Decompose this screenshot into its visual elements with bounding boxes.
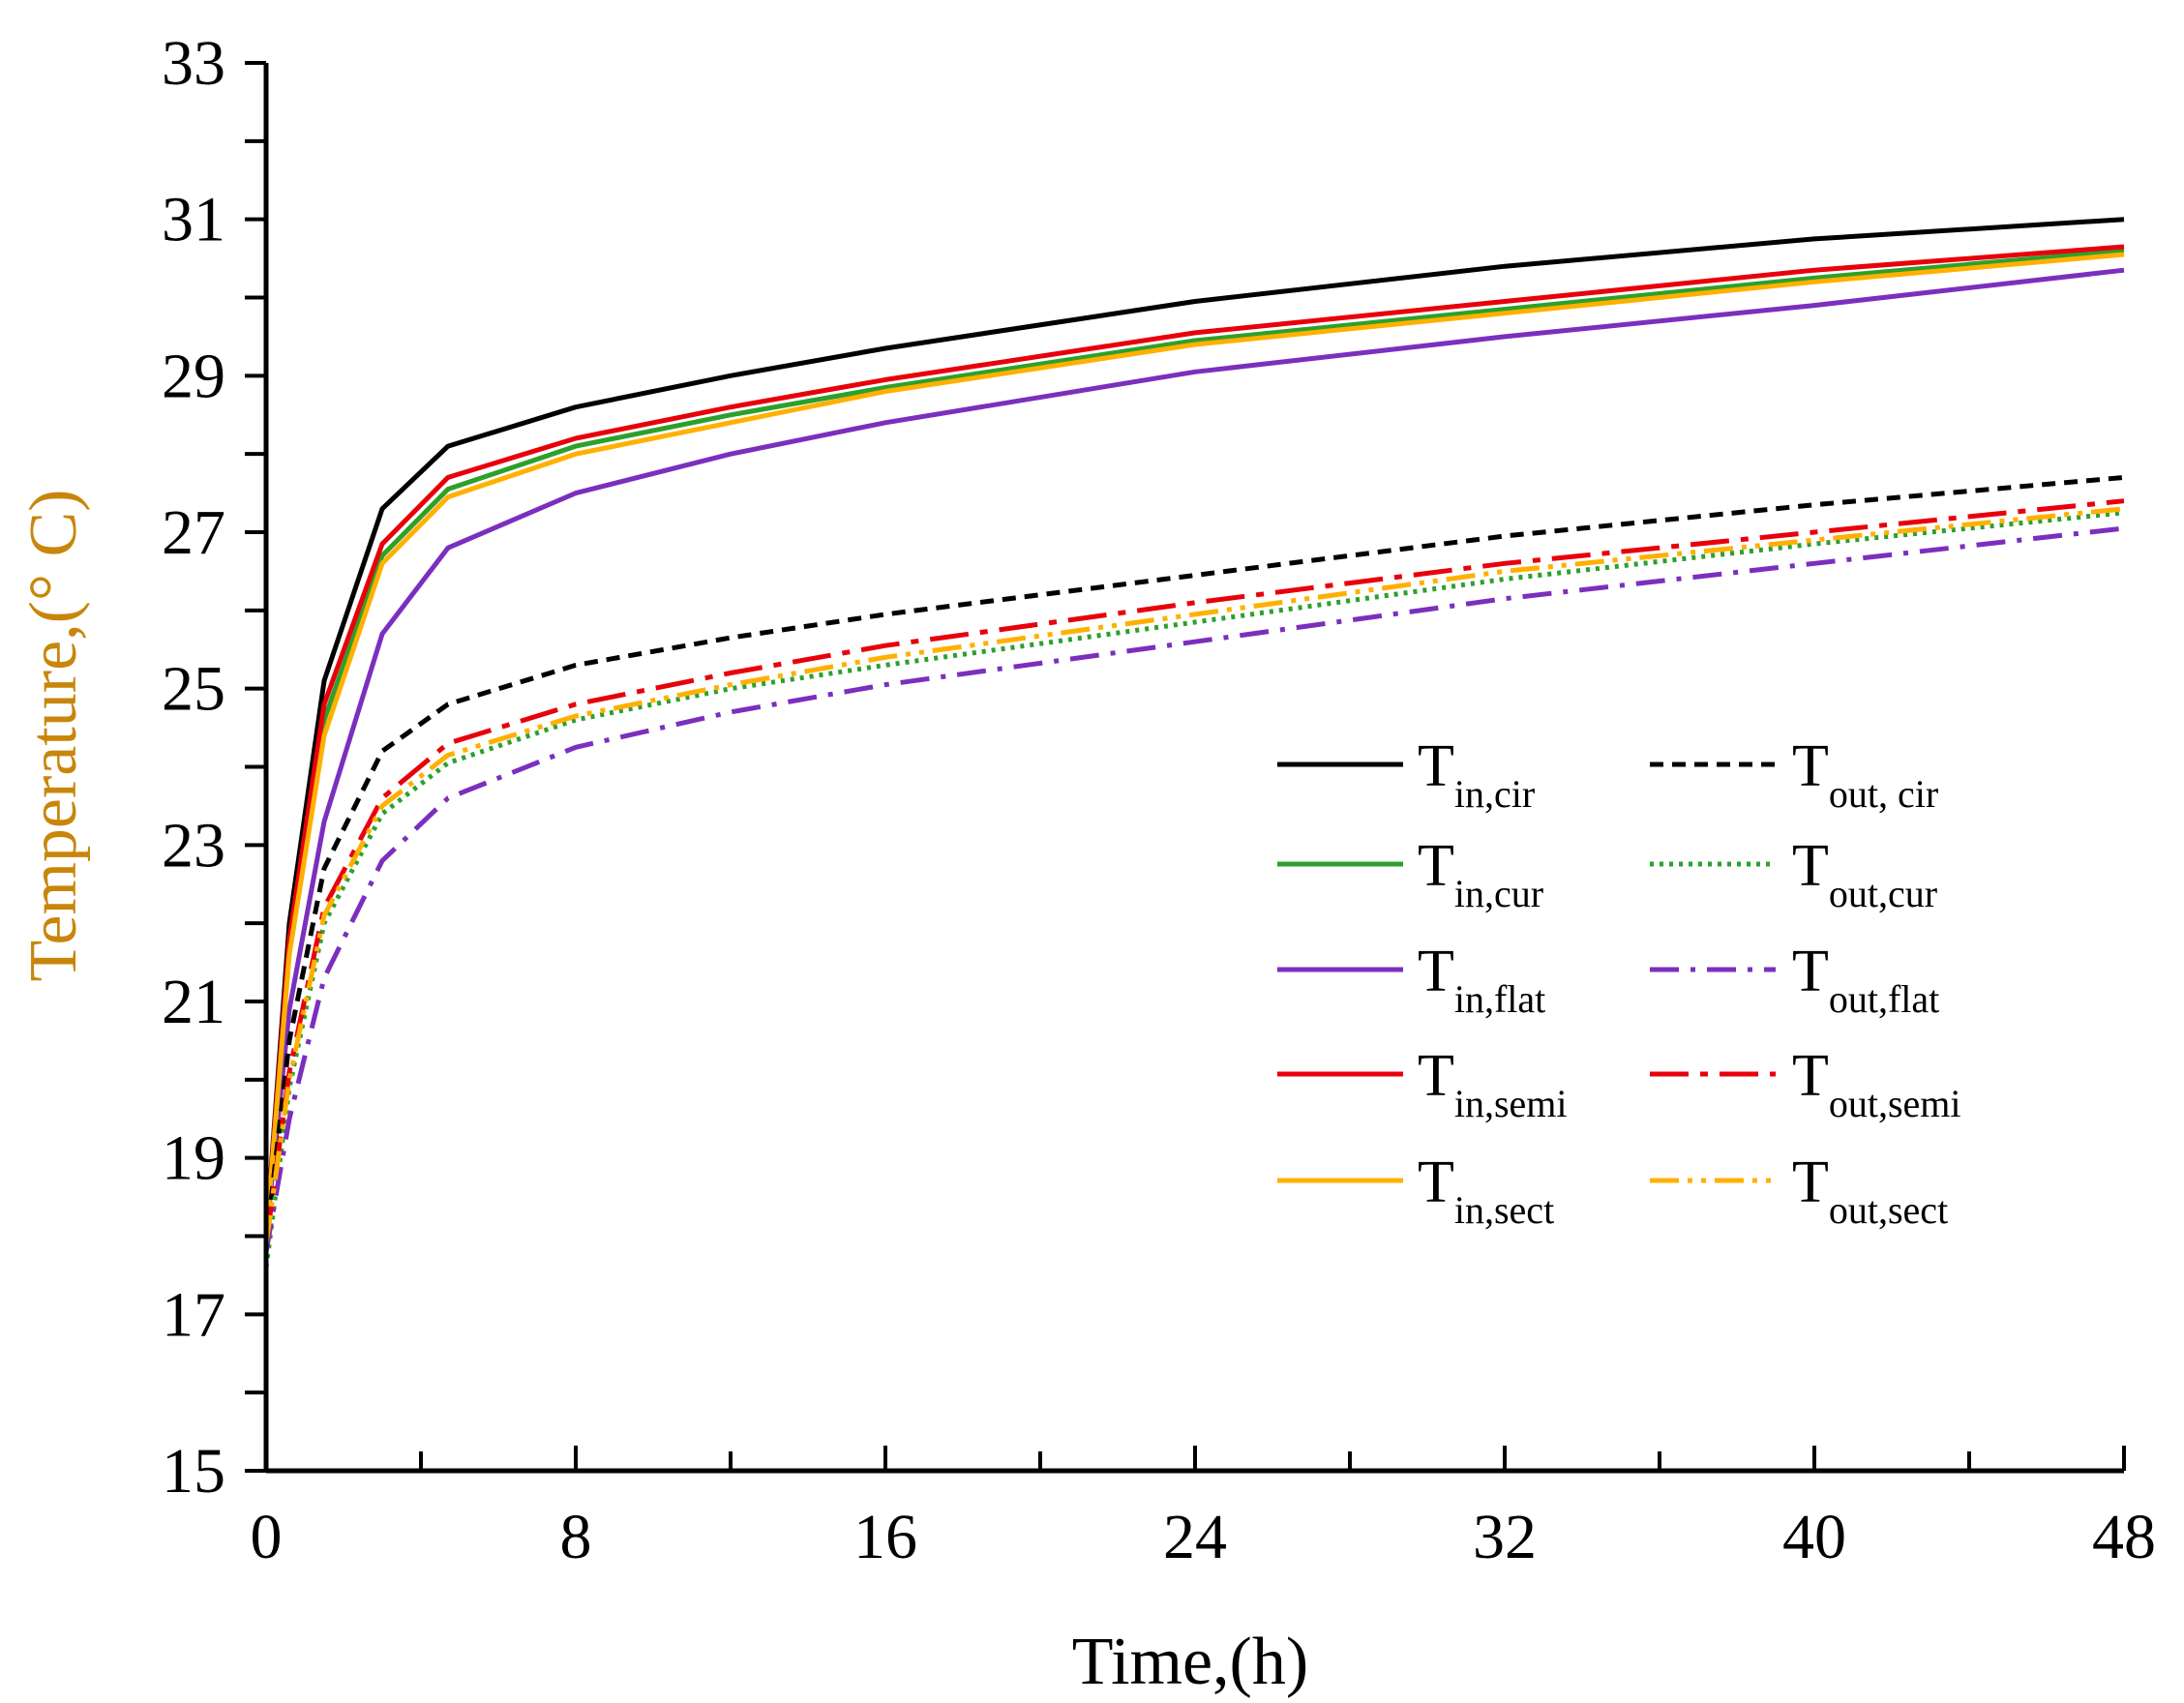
series-line-in-flat [263,267,2125,1237]
legend-label-subscript: in,cur [1454,872,1543,915]
legend-label: Tout,semi [1792,1043,1961,1125]
tick-labels: 15 17 19 21 23 25 27 29 31 33 0 8 16 24 32 40 48 [162,28,2156,1572]
x-axis-title: Time,(h) [1072,1625,1308,1699]
series-line-in-sect [263,252,2125,1237]
x-tick-label: 40 [1782,1502,1846,1572]
y-tick-label: 33 [162,28,225,99]
y-tick-label: 25 [162,654,225,725]
legend-label-subscript: out, cir [1829,772,1938,816]
y-tick-label: 27 [162,497,225,568]
x-tick-label: 48 [2092,1502,2156,1572]
series-line-out-cir [263,474,2125,1244]
y-tick-label: 23 [162,810,225,881]
y-tick-label: 29 [162,341,225,411]
legend-label: Tout, cir [1792,733,1938,816]
x-tick-label: 32 [1473,1502,1537,1572]
legend-label: Tout,cur [1792,833,1937,915]
y-tick-label: 15 [162,1436,225,1507]
legend-label-subscript: in,semi [1454,1082,1568,1125]
x-tick-label: 16 [853,1502,917,1572]
x-tick-label: 8 [560,1502,592,1572]
legend-label: Tout,sect [1792,1150,1948,1232]
legend-label-subscript: out,sect [1829,1188,1948,1232]
y-tick-label: 17 [162,1279,225,1350]
x-tick-label: 0 [251,1502,283,1572]
legend-label-subscript: in,cir [1454,772,1535,816]
y-tick-label: 21 [162,967,225,1037]
legend-label: Tin,semi [1418,1043,1568,1125]
axes [245,61,2126,1474]
legend-label-subscript: in,sect [1454,1188,1554,1232]
legend-label: Tout,flat [1792,939,1939,1021]
legend-label: Tin,cur [1418,833,1543,915]
legend-label-subscript: out,semi [1829,1082,1961,1125]
y-tick-label: 31 [162,185,225,255]
legend-label-subscript: in,flat [1454,977,1545,1021]
legend-label-subscript: out,cur [1829,872,1937,915]
y-tick-label: 19 [162,1123,225,1194]
series-line-out-flat [263,525,2125,1253]
legend-label: Tin,flat [1418,939,1545,1021]
legend-label: Tin,sect [1418,1150,1554,1232]
y-axis-title: Temperature,(° C) [16,490,91,982]
legend: Tin,cir Tin,cur Tin,flat Tin,semi Tin,sect To… [1277,733,1961,1232]
legend-label-subscript: out,flat [1829,977,1939,1021]
plot-lines [263,217,2125,1269]
x-tick-label: 24 [1163,1502,1227,1572]
series-line-in-cir [263,217,2125,1237]
series-line-out-sect [263,506,2125,1244]
legend-label: Tin,cir [1418,733,1535,816]
series-line-in-semi [263,244,2125,1237]
